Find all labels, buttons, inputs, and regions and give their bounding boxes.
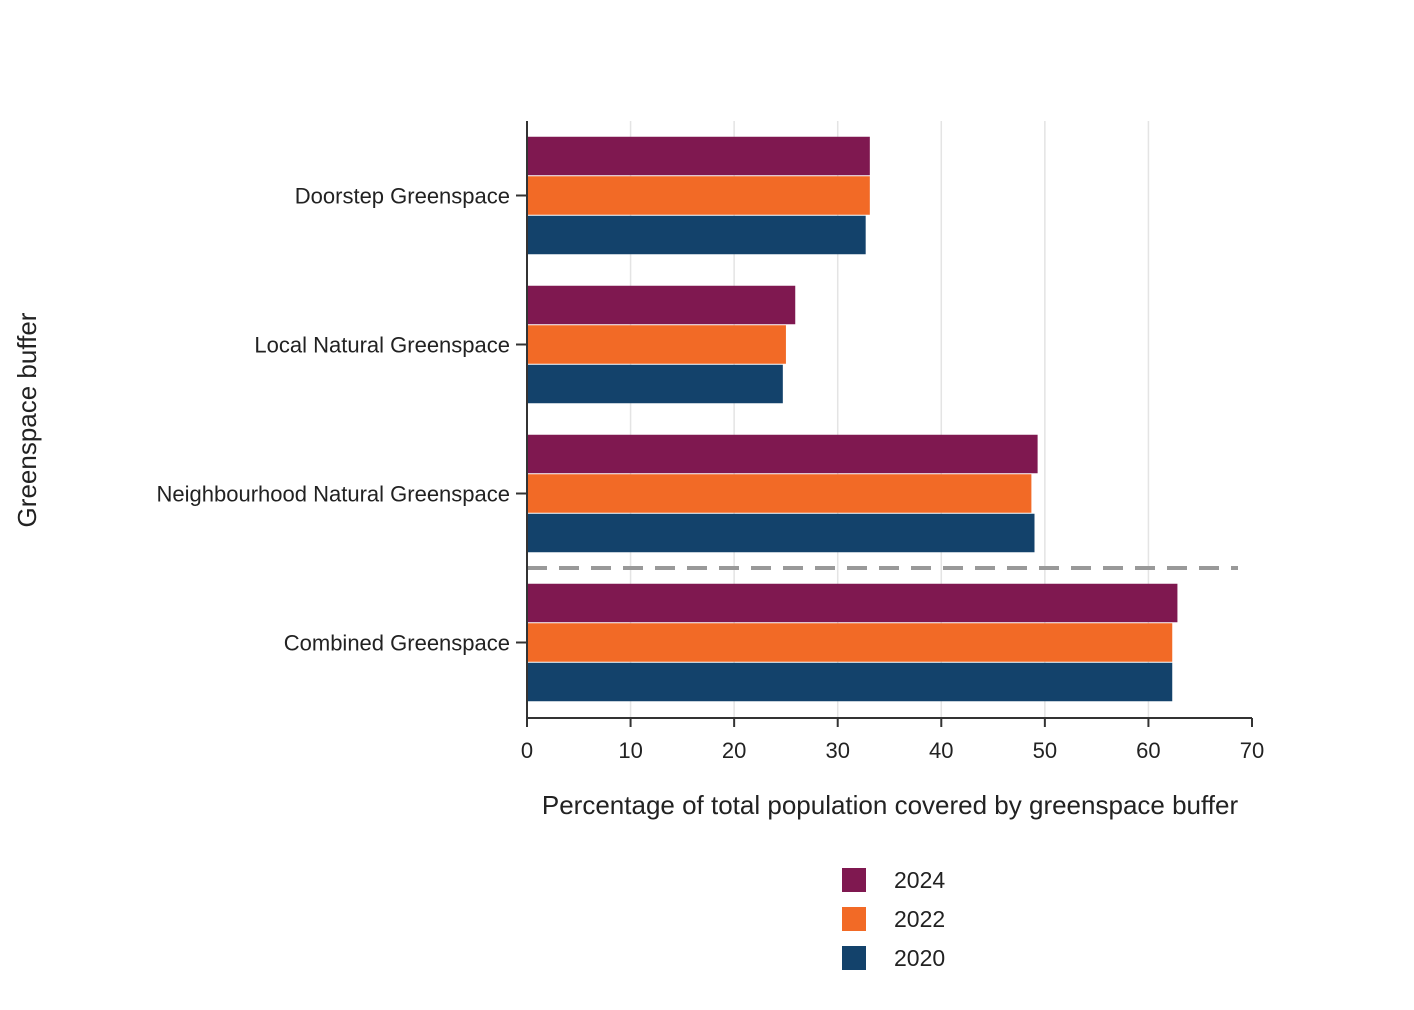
bar-2020-local-natural-greenspace — [527, 364, 783, 404]
bar-2020-doorstep-greenspace — [527, 215, 866, 255]
legend-swatch-2022 — [842, 907, 866, 931]
bar-2024-combined-greenspace — [527, 583, 1178, 623]
legend: 2024 2022 2020 — [842, 867, 945, 971]
x-tick-label-10: 10 — [618, 738, 642, 763]
bar-2020-neighbourhood-natural-greenspace — [527, 513, 1035, 553]
legend-swatch-2020 — [842, 946, 866, 970]
x-tick-label-40: 40 — [929, 738, 953, 763]
bar-2020-combined-greenspace — [527, 662, 1173, 702]
x-tick-label-20: 20 — [722, 738, 746, 763]
x-tick-label-60: 60 — [1136, 738, 1160, 763]
y-tick-label-doorstep-greenspace: Doorstep Greenspace — [295, 184, 510, 209]
legend-swatch-2024 — [842, 868, 866, 892]
bar-2022-neighbourhood-natural-greenspace — [527, 474, 1032, 513]
x-tick-label-30: 30 — [825, 738, 849, 763]
axes: 0 10 20 30 40 50 60 70 Doorstep Greenspace Local … — [157, 121, 1264, 763]
legend-label-2024: 2024 — [894, 867, 945, 893]
bar-2022-doorstep-greenspace — [527, 176, 870, 215]
y-tick-label-combined-greenspace: Combined Greenspace — [284, 631, 510, 656]
bars — [527, 136, 1178, 702]
legend-label-2020: 2020 — [894, 945, 945, 971]
bar-2024-local-natural-greenspace — [527, 285, 796, 325]
x-tick-label-70: 70 — [1240, 738, 1264, 763]
x-tick-label-50: 50 — [1033, 738, 1057, 763]
bar-2022-local-natural-greenspace — [527, 325, 786, 364]
legend-label-2022: 2022 — [894, 906, 945, 932]
bar-2024-doorstep-greenspace — [527, 136, 870, 176]
y-tick-label-neighbourhood-natural-greenspace: Neighbourhood Natural Greenspace — [157, 482, 510, 507]
bar-2024-neighbourhood-natural-greenspace — [527, 434, 1038, 474]
x-axis-title: Percentage of total population covered b… — [542, 790, 1239, 820]
y-axis-title: Greenspace buffer — [12, 312, 42, 527]
y-tick-label-local-natural-greenspace: Local Natural Greenspace — [254, 333, 510, 358]
x-tick-label-0: 0 — [521, 738, 533, 763]
bar-2022-combined-greenspace — [527, 623, 1173, 662]
